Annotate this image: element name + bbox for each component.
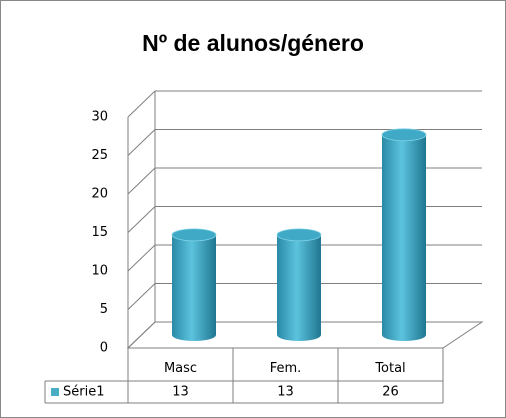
x-tick-label: Masc <box>164 361 197 376</box>
grid-line <box>127 167 482 195</box>
y-tick-label: 25 <box>91 148 108 163</box>
bar <box>382 134 426 341</box>
bar-top <box>381 128 427 142</box>
table-value: 13 <box>172 385 189 400</box>
x-tick-label: Total <box>374 361 405 376</box>
grid-line <box>127 90 482 118</box>
bar <box>172 234 216 341</box>
y-tick-label: 10 <box>91 264 108 279</box>
table-value: 26 <box>382 385 399 400</box>
grid-line <box>127 283 482 310</box>
grid-line <box>127 244 482 272</box>
y-tick-label: 5 <box>100 302 108 317</box>
bar-top <box>276 228 322 242</box>
y-tick-label: 0 <box>100 341 108 356</box>
x-tick-label: Fem. <box>270 361 302 376</box>
chart-title: Nº de alunos/género <box>142 30 364 56</box>
y-tick-label: 15 <box>91 225 108 240</box>
y-tick-label: 20 <box>91 187 108 202</box>
legend-key <box>51 388 59 396</box>
bar-top <box>171 228 217 242</box>
table-value: 13 <box>277 385 294 400</box>
bar <box>277 234 321 341</box>
grid-line <box>127 206 482 233</box>
grid-line <box>127 321 482 349</box>
grid-line <box>127 129 482 156</box>
y-tick-label: 30 <box>91 110 108 125</box>
legend-label: Série1 <box>63 385 104 400</box>
